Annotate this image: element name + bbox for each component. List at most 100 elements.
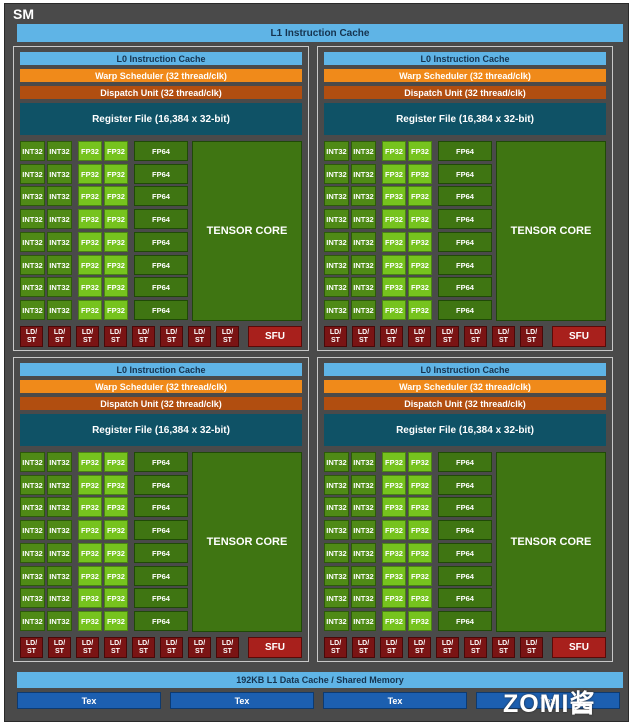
- ld-st-label-bottom: ST: [27, 336, 36, 344]
- int32-unit: INT32: [351, 164, 376, 184]
- ld-st-label-bottom: ST: [387, 336, 396, 344]
- ld-st-unit: LD/ST: [408, 326, 431, 347]
- int32-unit: INT32: [351, 209, 376, 229]
- ld-st-label-bottom: ST: [83, 647, 92, 655]
- fp64-unit: FP64: [134, 141, 188, 161]
- dispatch-unit: Dispatch Unit (32 thread/clk): [324, 86, 606, 99]
- warp-scheduler: Warp Scheduler (32 thread/clk): [20, 380, 302, 393]
- ld-st-label-top: LD/: [525, 639, 538, 647]
- fp64-unit: FP64: [134, 475, 188, 495]
- ld-st-unit: LD/ST: [188, 326, 211, 347]
- fp32-unit: FP32: [408, 588, 432, 608]
- fp32-unit: FP32: [104, 255, 128, 275]
- int32-unit: INT32: [324, 497, 349, 517]
- ld-st-label-bottom: ST: [223, 647, 232, 655]
- fp32-unit-grid: FP32 FP32 FP32 FP32 FP32 FP32 FP32 FP32 FP32 FP32…: [78, 141, 130, 321]
- tensor-core: TENSOR CORE: [192, 452, 302, 632]
- ld-st-label-bottom: ST: [55, 336, 64, 344]
- int32-unit: INT32: [20, 186, 45, 206]
- fp64-unit: FP64: [438, 255, 492, 275]
- int32-unit: INT32: [351, 566, 376, 586]
- fp64-unit: FP64: [134, 300, 188, 320]
- dispatch-unit: Dispatch Unit (32 thread/clk): [20, 86, 302, 99]
- fp32-unit: FP32: [78, 141, 102, 161]
- ld-st-label-bottom: ST: [527, 336, 536, 344]
- ld-st-label-bottom: ST: [83, 336, 92, 344]
- fp32-unit: FP32: [382, 277, 406, 297]
- sfu-unit: SFU: [248, 326, 302, 347]
- int32-unit: INT32: [47, 588, 72, 608]
- int32-unit: INT32: [47, 300, 72, 320]
- int32-unit: INT32: [324, 232, 349, 252]
- fp64-unit: FP64: [438, 543, 492, 563]
- ld-st-label-top: LD/: [137, 328, 150, 336]
- ld-st-unit: LD/ST: [132, 637, 155, 658]
- fp32-unit: FP32: [408, 611, 432, 631]
- fp64-unit: FP64: [134, 209, 188, 229]
- fp64-unit: FP64: [438, 186, 492, 206]
- fp32-unit: FP32: [78, 611, 102, 631]
- fp32-unit: FP32: [382, 186, 406, 206]
- int32-unit: INT32: [47, 543, 72, 563]
- fp32-unit: FP32: [408, 497, 432, 517]
- ld-st-label-bottom: ST: [471, 647, 480, 655]
- ld-st-label-top: LD/: [193, 328, 206, 336]
- fp32-unit: FP32: [104, 164, 128, 184]
- fp32-unit: FP32: [408, 475, 432, 495]
- int32-unit: INT32: [20, 255, 45, 275]
- int32-unit: INT32: [47, 232, 72, 252]
- ld-st-unit: LD/ST: [492, 326, 515, 347]
- int32-unit: INT32: [20, 543, 45, 563]
- fp64-unit-grid: FP64 FP64 FP64 FP64 FP64 FP64 FP64 FP64: [438, 452, 492, 632]
- register-file: Register File (16,384 x 32-bit): [324, 414, 606, 446]
- ld-st-label-top: LD/: [413, 328, 426, 336]
- fp32-unit: FP32: [78, 277, 102, 297]
- ld-st-label-bottom: ST: [331, 647, 340, 655]
- int32-unit: INT32: [47, 497, 72, 517]
- int32-unit: INT32: [47, 186, 72, 206]
- int32-unit: INT32: [20, 611, 45, 631]
- ld-st-label-bottom: ST: [139, 336, 148, 344]
- ld-st-label-bottom: ST: [499, 647, 508, 655]
- fp32-unit: FP32: [408, 255, 432, 275]
- int32-unit: INT32: [47, 452, 72, 472]
- ld-st-unit: LD/ST: [20, 326, 43, 347]
- ld-st-label-top: LD/: [525, 328, 538, 336]
- fp32-unit: FP32: [408, 232, 432, 252]
- ld-st-unit: LD/ST: [324, 326, 347, 347]
- warp-scheduler: Warp Scheduler (32 thread/clk): [324, 69, 606, 82]
- ld-st-label-top: LD/: [469, 639, 482, 647]
- fp32-unit: FP32: [104, 520, 128, 540]
- ld-st-label-top: LD/: [441, 639, 454, 647]
- ld-st-label-bottom: ST: [139, 647, 148, 655]
- ld-st-label-top: LD/: [25, 639, 38, 647]
- ld-st-label-bottom: ST: [499, 336, 508, 344]
- int32-unit: INT32: [324, 300, 349, 320]
- int32-unit: INT32: [324, 186, 349, 206]
- processing-block-4: L0 Instruction Cache Warp Scheduler (32 …: [317, 357, 613, 662]
- int32-unit: INT32: [351, 611, 376, 631]
- fp32-unit: FP32: [78, 588, 102, 608]
- ld-st-unit: LD/ST: [160, 637, 183, 658]
- l0-instruction-cache: L0 Instruction Cache: [20, 52, 302, 65]
- fp32-unit: FP32: [408, 520, 432, 540]
- ld-st-label-top: LD/: [469, 328, 482, 336]
- fp32-unit: FP32: [408, 186, 432, 206]
- fp32-unit: FP32: [78, 186, 102, 206]
- ld-st-label-bottom: ST: [471, 336, 480, 344]
- fp32-unit: FP32: [104, 232, 128, 252]
- fp32-unit: FP32: [408, 452, 432, 472]
- int32-unit: INT32: [351, 186, 376, 206]
- fp64-unit-grid: FP64 FP64 FP64 FP64 FP64 FP64 FP64 FP64: [134, 452, 188, 632]
- int32-unit: INT32: [20, 209, 45, 229]
- ld-st-unit: LD/ST: [76, 637, 99, 658]
- fp32-unit: FP32: [104, 277, 128, 297]
- warp-scheduler: Warp Scheduler (32 thread/clk): [324, 380, 606, 393]
- int32-unit-grid: INT32 INT32 INT32 INT32 INT32 INT32 INT32 INT32…: [20, 141, 74, 321]
- fp32-unit-grid: FP32 FP32 FP32 FP32 FP32 FP32 FP32 FP32 FP32 FP32…: [382, 141, 434, 321]
- ld-st-label-top: LD/: [497, 328, 510, 336]
- fp32-unit: FP32: [78, 209, 102, 229]
- int32-unit: INT32: [20, 277, 45, 297]
- warp-scheduler: Warp Scheduler (32 thread/clk): [20, 69, 302, 82]
- ld-st-label-top: LD/: [497, 639, 510, 647]
